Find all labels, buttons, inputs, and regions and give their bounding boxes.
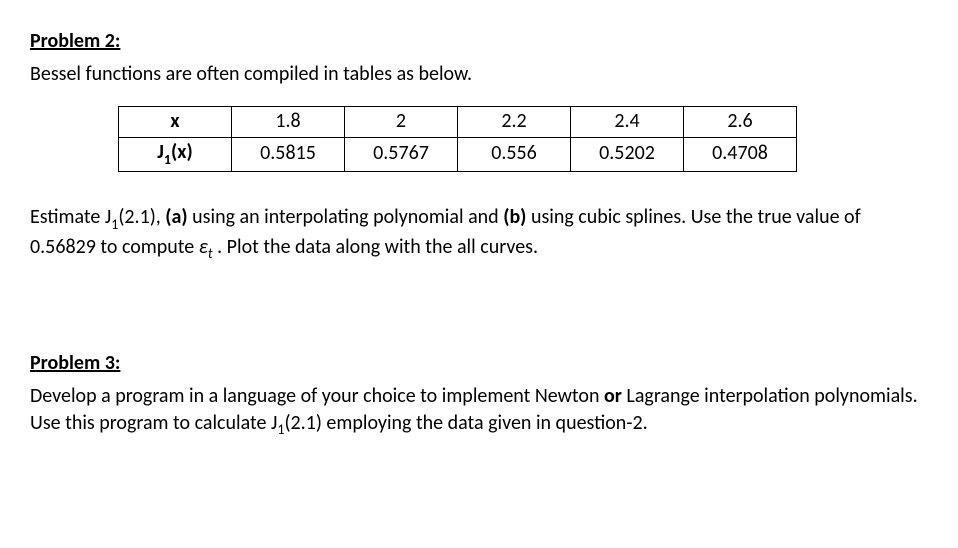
row-label-j1x: J1(x)	[119, 138, 232, 172]
problem2-intro: Bessel functions are often compiled in t…	[30, 61, 928, 88]
problem3-heading: Problem 3:	[30, 350, 928, 377]
table-cell: 1.8	[232, 107, 345, 138]
table-cell: 2	[345, 107, 458, 138]
table-cell: 0.4708	[684, 138, 797, 172]
table-cell: 0.5815	[232, 138, 345, 172]
table-cell: 0.5767	[345, 138, 458, 172]
table-cell: 0.556	[458, 138, 571, 172]
problem3-body: Develop a program in a language of your …	[30, 383, 928, 440]
table-row: x 1.8 2 2.2 2.4 2.6	[119, 107, 797, 138]
bessel-table-container: x 1.8 2 2.2 2.4 2.6 J1(x) 0.5815 0.5767 …	[30, 106, 928, 172]
table-cell: 2.2	[458, 107, 571, 138]
table-cell: 2.4	[571, 107, 684, 138]
table-row: J1(x) 0.5815 0.5767 0.556 0.5202 0.4708	[119, 138, 797, 172]
bessel-table: x 1.8 2 2.2 2.4 2.6 J1(x) 0.5815 0.5767 …	[118, 106, 797, 172]
table-cell: 0.5202	[571, 138, 684, 172]
row-label-x: x	[119, 107, 232, 138]
problem2-heading: Problem 2:	[30, 28, 928, 55]
table-cell: 2.6	[684, 107, 797, 138]
problem2-body: Estimate J1(2.1), (a) using an interpola…	[30, 204, 928, 264]
spacer	[30, 282, 928, 350]
document-page: Problem 2: Bessel functions are often co…	[0, 0, 958, 478]
